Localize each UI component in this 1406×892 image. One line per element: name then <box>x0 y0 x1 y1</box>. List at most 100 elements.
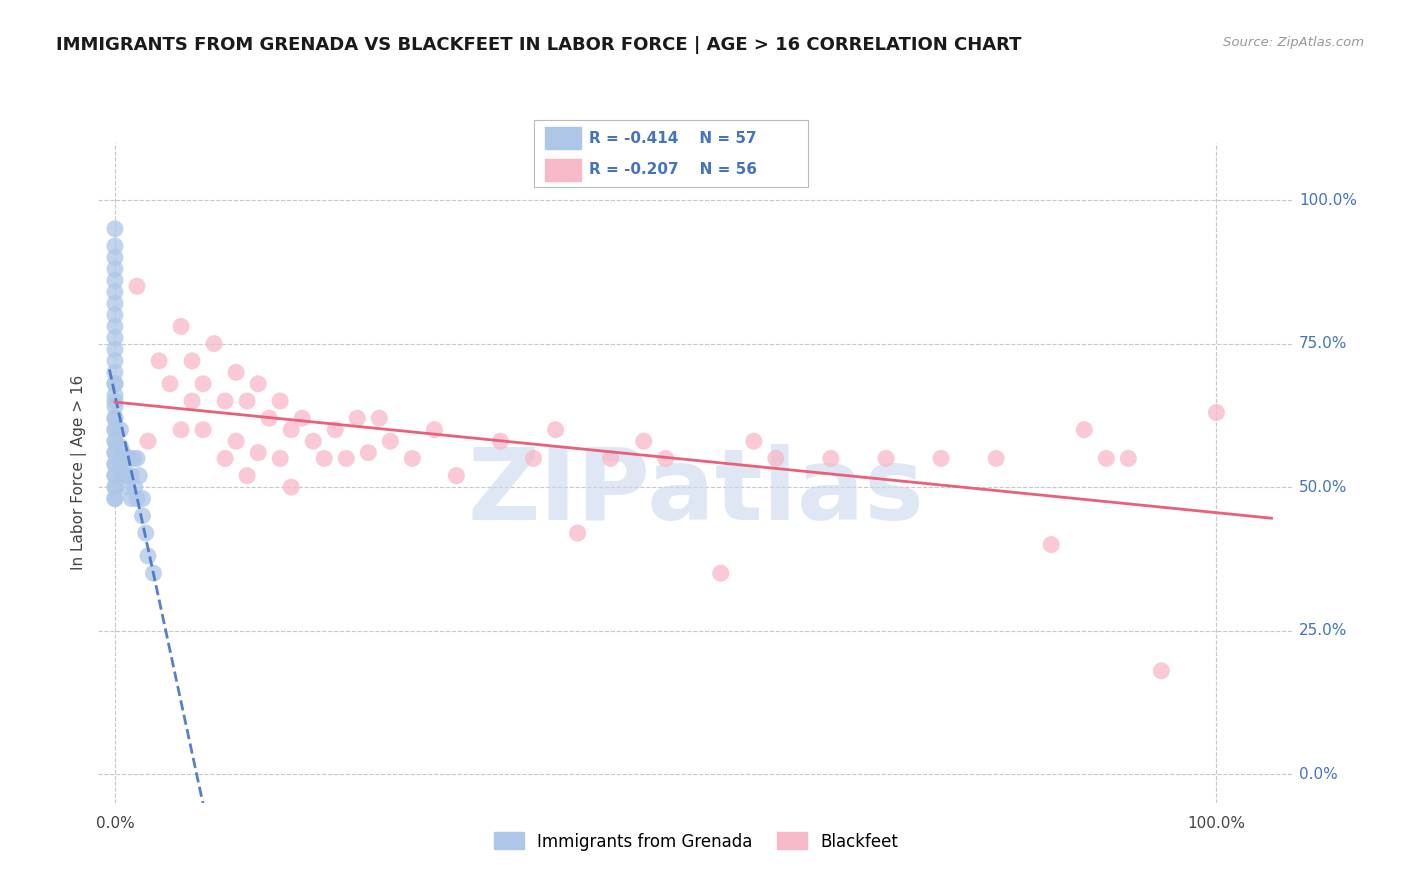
Point <box>104 491 127 506</box>
Point <box>984 451 1007 466</box>
Point <box>104 331 127 345</box>
Point <box>114 468 136 483</box>
Point <box>115 451 138 466</box>
Point <box>170 423 193 437</box>
Point <box>280 480 302 494</box>
Point <box>236 394 259 409</box>
Point <box>380 434 402 449</box>
Point <box>1150 664 1173 678</box>
Text: 75.0%: 75.0% <box>1299 336 1347 351</box>
Point <box>112 451 135 466</box>
Point <box>121 468 143 483</box>
Point <box>148 354 170 368</box>
Point <box>446 468 468 483</box>
Text: 0.0%: 0.0% <box>1299 766 1337 781</box>
Point <box>118 451 141 466</box>
Point <box>110 423 132 437</box>
Point <box>115 480 138 494</box>
Point <box>335 451 357 466</box>
Point <box>742 434 765 449</box>
Point <box>104 423 127 437</box>
Text: 100.0%: 100.0% <box>1299 193 1357 208</box>
Text: Source: ZipAtlas.com: Source: ZipAtlas.com <box>1223 36 1364 49</box>
Point <box>522 451 544 466</box>
Point <box>765 451 787 466</box>
Point <box>104 480 127 494</box>
Point <box>357 445 380 459</box>
Point <box>368 411 391 425</box>
Point <box>104 365 127 379</box>
Point <box>1073 423 1095 437</box>
Point <box>104 434 127 449</box>
Point <box>159 376 181 391</box>
Bar <box>546 159 581 180</box>
Point <box>1205 405 1227 419</box>
Point <box>170 319 193 334</box>
Point <box>111 445 134 459</box>
Point <box>314 451 336 466</box>
Point <box>236 468 259 483</box>
Point <box>104 343 127 357</box>
Point <box>136 434 159 449</box>
Point <box>202 336 225 351</box>
Point <box>131 491 153 506</box>
Point <box>214 394 236 409</box>
Point <box>104 411 127 425</box>
Point <box>104 411 127 425</box>
Point <box>104 222 127 236</box>
Point <box>599 451 621 466</box>
Point <box>104 376 127 391</box>
Point <box>567 526 589 541</box>
Point <box>181 394 204 409</box>
Point <box>104 319 127 334</box>
Text: 25.0%: 25.0% <box>1299 624 1347 638</box>
Point <box>302 434 325 449</box>
Point <box>269 451 291 466</box>
Point <box>710 566 733 581</box>
Point <box>104 468 127 483</box>
Bar <box>546 127 581 149</box>
Point <box>104 480 127 494</box>
Point <box>291 411 314 425</box>
Point <box>125 279 148 293</box>
Point <box>125 491 148 506</box>
Point <box>122 451 145 466</box>
Point <box>104 491 127 506</box>
Point <box>142 566 165 581</box>
Text: R = -0.414    N = 57: R = -0.414 N = 57 <box>589 131 756 146</box>
Point <box>214 451 236 466</box>
Point <box>181 354 204 368</box>
Point <box>121 491 143 506</box>
Point <box>247 376 270 391</box>
Point <box>875 451 897 466</box>
Point <box>323 423 346 437</box>
Y-axis label: In Labor Force | Age > 16: In Labor Force | Age > 16 <box>72 376 87 570</box>
Point <box>280 423 302 437</box>
Point <box>117 468 139 483</box>
Text: ZIPatlas: ZIPatlas <box>468 444 924 541</box>
Point <box>225 434 247 449</box>
Point <box>104 251 127 265</box>
Point <box>423 423 446 437</box>
Point <box>544 423 567 437</box>
Point <box>929 451 952 466</box>
Point <box>1116 451 1139 466</box>
Point <box>257 411 280 425</box>
Point <box>124 480 146 494</box>
Point <box>104 273 127 287</box>
Text: IMMIGRANTS FROM GRENADA VS BLACKFEET IN LABOR FORCE | AGE > 16 CORRELATION CHART: IMMIGRANTS FROM GRENADA VS BLACKFEET IN … <box>56 36 1022 54</box>
Point <box>104 445 127 459</box>
Point <box>110 457 132 471</box>
Point <box>104 434 127 449</box>
Point <box>136 549 159 563</box>
Point <box>1095 451 1118 466</box>
Point <box>104 376 127 391</box>
Point <box>104 285 127 299</box>
Point <box>135 526 157 541</box>
Text: 50.0%: 50.0% <box>1299 480 1347 494</box>
Point <box>104 308 127 322</box>
Point <box>346 411 368 425</box>
Text: R = -0.207    N = 56: R = -0.207 N = 56 <box>589 161 756 177</box>
Point <box>131 508 153 523</box>
Point <box>104 394 127 409</box>
